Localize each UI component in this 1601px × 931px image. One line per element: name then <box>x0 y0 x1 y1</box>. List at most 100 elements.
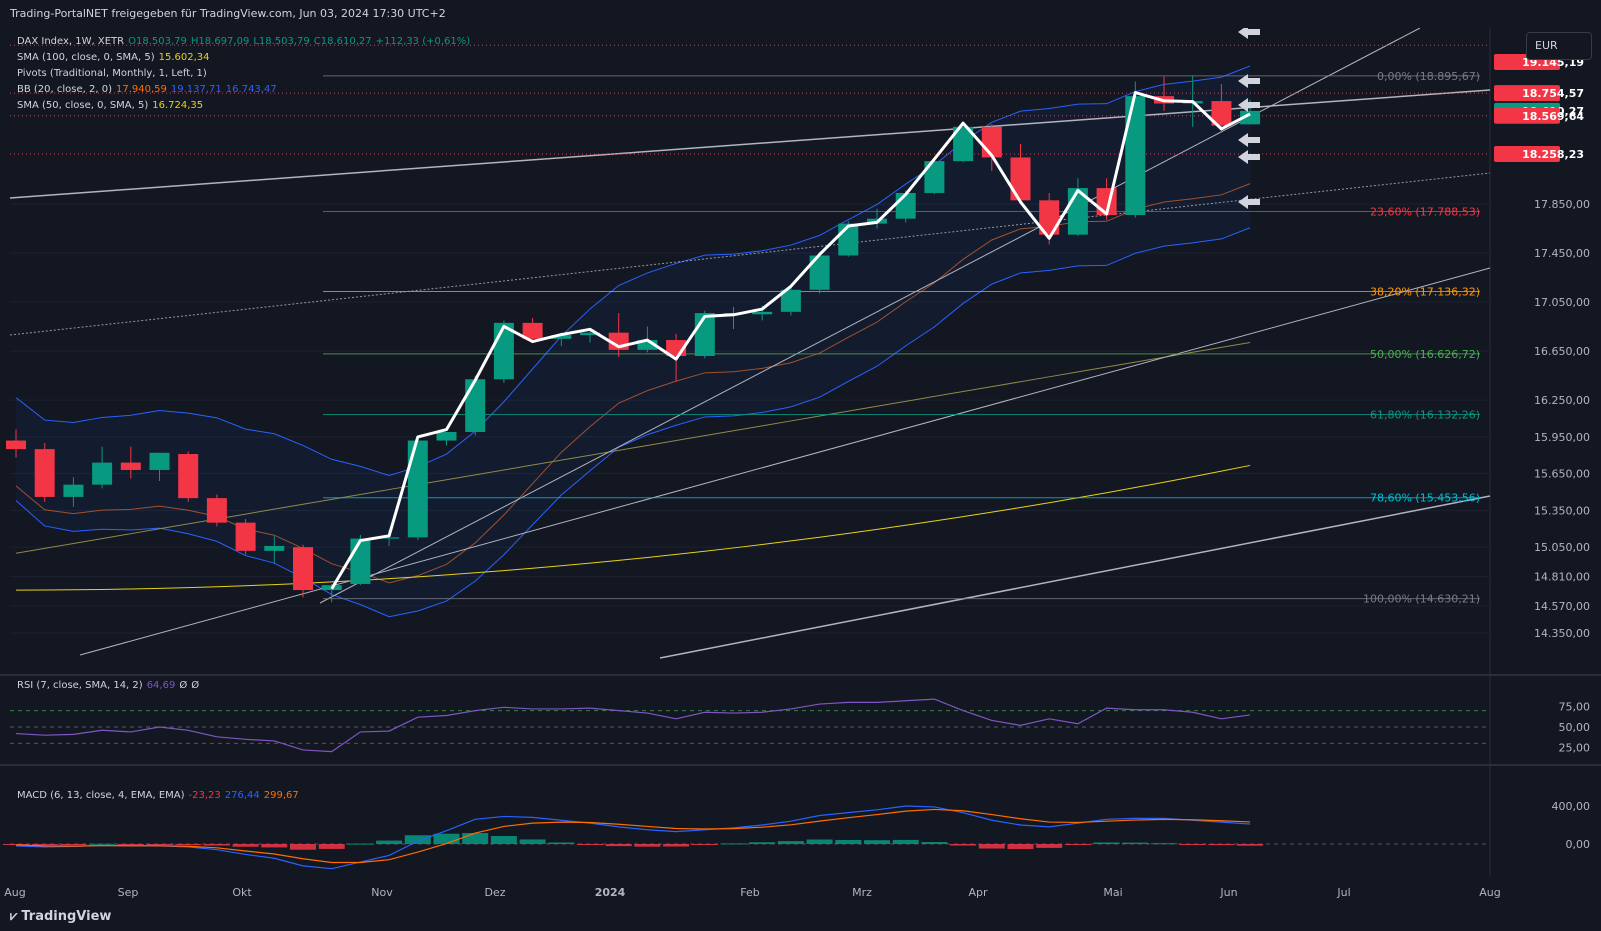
macd-histogram-bar <box>921 842 948 844</box>
candle-body <box>178 454 199 499</box>
fib-level-label: 50,00% (16.626,72) <box>1370 348 1480 361</box>
macd-hist-value: -23,23 <box>188 790 221 801</box>
macd-histogram-bar <box>1093 842 1120 844</box>
time-axis-label: Okt <box>232 886 252 899</box>
arrow-marker-icon <box>1238 74 1260 88</box>
pivots-label: Pivots (Traditional, Monthly, 1, Left, 1… <box>17 68 207 79</box>
macd-histogram-bar <box>146 844 173 845</box>
fib-level-label: 23,60% (17.788,53) <box>1370 206 1480 219</box>
macd-histogram-bar <box>203 844 230 846</box>
macd-histogram-bar <box>806 839 833 844</box>
macd-histogram-bar <box>232 844 259 847</box>
candle-body <box>1010 157 1031 201</box>
candle-body <box>350 538 371 584</box>
bb-lower-value: 16.743,47 <box>225 84 277 95</box>
legend-bb[interactable]: BB (20, close, 2, 0) 17.940,59 19.137,71 16… <box>17 82 474 98</box>
candle-body <box>1211 101 1232 126</box>
arrow-shape <box>1238 150 1260 164</box>
trendline-support <box>79 267 1491 656</box>
sma50-value: 16.724,35 <box>152 100 204 111</box>
bb-band-fill <box>16 65 1251 617</box>
time-axis-label: Dez <box>484 886 505 899</box>
candle-body <box>809 255 830 290</box>
price-tick-label: 15.950,00 <box>1534 431 1590 444</box>
legend-sma50[interactable]: SMA (50, close, 0, SMA, 5) 16.724,35 <box>17 98 474 114</box>
candle-body <box>379 537 400 539</box>
candle-body <box>551 335 572 339</box>
fib-level-label: 78,60% (15.453,56) <box>1370 492 1480 505</box>
legend-pivots[interactable]: Pivots (Traditional, Monthly, 1, Left, 1… <box>17 66 474 82</box>
arrow-shape <box>1238 74 1260 88</box>
macd-tick-label: 400,00 <box>1552 800 1591 813</box>
currency-button[interactable]: EUR <box>1526 32 1592 60</box>
arrow-marker-icon <box>1238 28 1260 39</box>
rsi-legend[interactable]: RSI (7, close, SMA, 14, 2) 64,69 Ø Ø <box>17 678 203 694</box>
chart-header: Trading-PortalNET freigegeben für Tradin… <box>0 0 1601 28</box>
arrow-marker-icon <box>1238 98 1260 112</box>
price-tick-label: 14.350,00 <box>1534 627 1590 640</box>
trendline-lower <box>659 495 1491 659</box>
sma100-label: SMA (100, close, 0, SMA, 5) <box>17 52 155 63</box>
candle-body <box>637 340 658 350</box>
candle-body <box>522 322 543 339</box>
price-tick-label: 16.250,00 <box>1534 394 1590 407</box>
macd-histogram-bar <box>1007 844 1034 850</box>
fib-level-label: 0,00% (18.895,67) <box>1377 70 1480 83</box>
macd-histogram-bar <box>89 843 116 845</box>
arrow-marker-icon <box>1238 133 1260 147</box>
macd-histogram-bar <box>1237 844 1264 846</box>
macd-histogram-bar <box>462 832 489 844</box>
rsi-value: 64,69 <box>146 680 176 691</box>
time-axis-label: Aug <box>4 886 25 899</box>
bb-label: BB (20, close, 2, 0) <box>17 84 112 95</box>
time-axis-label: Mai <box>1103 886 1122 899</box>
price-label-bg <box>1494 85 1560 102</box>
legend-sma100[interactable]: SMA (100, close, 0, SMA, 5) 15.602,34 <box>17 50 474 66</box>
open-value: O18.503,79 <box>128 36 187 47</box>
header-title: Trading-PortalNET freigegeben für Tradin… <box>10 7 446 20</box>
rsi-tick-label: 25,00 <box>1559 742 1591 755</box>
price-label: 18.258,23 <box>1522 148 1584 161</box>
macd-histogram-bar <box>376 840 403 844</box>
macd-histogram-bar <box>835 839 862 844</box>
candle-body <box>6 440 26 450</box>
macd-line-value: 276,44 <box>224 790 260 801</box>
macd-histogram-bar <box>577 844 603 845</box>
macd-histogram-bar <box>347 843 374 845</box>
rsi-n1: Ø <box>179 680 188 691</box>
rsi-n2: Ø <box>191 680 200 691</box>
macd-histogram-bar <box>1064 844 1091 845</box>
tradingview-logo[interactable]: ⩗ TradingView <box>10 909 112 924</box>
high-value: H18.697,09 <box>190 36 250 47</box>
macd-histogram-bar <box>175 844 202 845</box>
macd-histogram-bar <box>60 844 87 845</box>
macd-histogram-bar <box>634 844 661 847</box>
fib-level-label: 38,20% (17.136,32) <box>1370 285 1480 298</box>
macd-histogram-bar <box>749 842 776 844</box>
price-tick-label: 17.450,00 <box>1534 247 1590 260</box>
legend-main[interactable]: DAX Index, 1W, XETR O18.503,79 H18.697,09 L… <box>17 34 474 50</box>
footer: ⩗ TradingView <box>0 904 1601 931</box>
macd-legend[interactable]: MACD (6, 13, close, 4, EMA, EMA) -23,23 27… <box>17 788 303 804</box>
macd-histogram-bar <box>978 844 1005 849</box>
macd-histogram-bar <box>663 844 690 847</box>
macd-histogram-bar <box>892 839 919 844</box>
bb-basis-value: 17.940,59 <box>115 84 167 95</box>
arrow-marker-icon <box>1238 150 1260 164</box>
candle-body <box>580 332 600 336</box>
candle-body <box>436 431 457 441</box>
candle-body <box>694 313 715 356</box>
macd-histogram-bar <box>404 835 431 844</box>
macd-histogram-bar <box>864 840 890 844</box>
macd-histogram-bar <box>1179 844 1206 845</box>
rsi-line <box>15 698 1251 753</box>
rsi-label: RSI (7, close, SMA, 14, 2) <box>17 680 143 691</box>
time-axis-label: Mrz <box>852 886 872 899</box>
bb-lower-line <box>15 227 1251 618</box>
fib-level-label: 61,80% (16.132,26) <box>1370 409 1480 422</box>
price-chart[interactable]: 17.850,00 17.450,00 17.050,00 16.650,00 16.2… <box>0 28 1601 904</box>
low-value: L18.503,79 <box>253 36 310 47</box>
macd-histogram-bar <box>490 836 517 844</box>
time-axis-label: Jun <box>1219 886 1237 899</box>
macd-histogram-bar <box>433 833 460 844</box>
